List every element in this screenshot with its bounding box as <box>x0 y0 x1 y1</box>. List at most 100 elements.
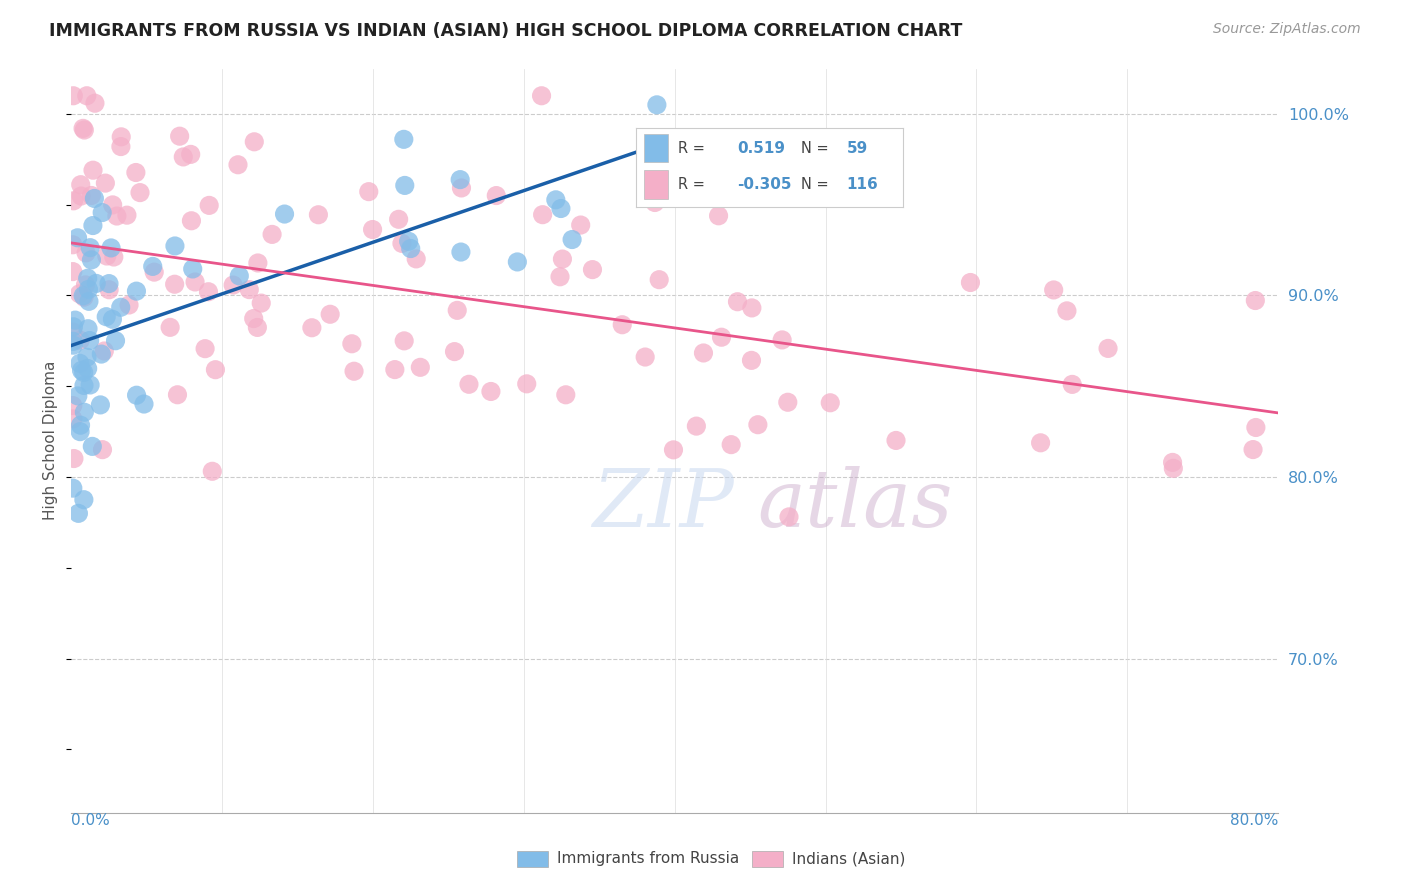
Point <box>1244 293 1267 308</box>
Point <box>561 233 583 247</box>
Point <box>569 218 592 232</box>
Point <box>197 285 219 299</box>
Point <box>66 389 89 403</box>
Y-axis label: High School Diploma: High School Diploma <box>44 361 58 520</box>
Point <box>63 313 86 327</box>
Point <box>110 139 132 153</box>
Text: 0.0%: 0.0% <box>72 813 110 828</box>
Point <box>63 451 86 466</box>
Point <box>172 150 194 164</box>
Text: 116: 116 <box>846 177 879 192</box>
Point <box>357 185 380 199</box>
Point <box>62 338 84 352</box>
Point <box>1062 377 1084 392</box>
Point <box>77 282 100 296</box>
Point <box>73 378 96 392</box>
Point <box>69 333 91 347</box>
Text: Immigrants from Russia: Immigrants from Russia <box>557 852 740 866</box>
Point <box>91 442 114 457</box>
Point <box>531 208 554 222</box>
Point <box>125 165 148 179</box>
Point <box>392 132 415 146</box>
Point <box>125 284 148 298</box>
Point <box>69 286 91 301</box>
Point <box>307 208 329 222</box>
Point <box>84 277 107 291</box>
Point <box>105 209 128 223</box>
Point <box>446 303 468 318</box>
Point <box>1244 420 1267 434</box>
Point <box>1042 283 1064 297</box>
Point <box>73 492 96 507</box>
Point <box>91 205 114 219</box>
Point <box>399 242 422 256</box>
Point <box>62 264 84 278</box>
Point <box>1097 342 1119 356</box>
Point <box>394 178 416 193</box>
Point <box>458 377 481 392</box>
Point <box>720 437 742 451</box>
Point <box>62 325 84 339</box>
Point <box>747 417 769 432</box>
Point <box>392 334 415 348</box>
Point <box>72 121 94 136</box>
Point <box>90 347 112 361</box>
Point <box>166 388 188 402</box>
Point <box>1029 435 1052 450</box>
Point <box>820 396 842 410</box>
Point <box>180 147 202 161</box>
Point <box>76 88 98 103</box>
Point <box>73 290 96 304</box>
Point <box>449 172 471 186</box>
Point <box>79 378 101 392</box>
Point <box>98 277 121 291</box>
Point <box>62 334 84 349</box>
Point <box>685 419 707 434</box>
Point <box>1161 455 1184 469</box>
Point <box>228 268 250 283</box>
Point <box>550 202 572 216</box>
Point <box>238 283 260 297</box>
Point <box>181 262 204 277</box>
Point <box>648 273 671 287</box>
Point <box>96 310 118 324</box>
Point <box>226 158 249 172</box>
Point <box>69 178 91 192</box>
Point <box>101 198 124 212</box>
Point <box>70 189 93 203</box>
Point <box>201 464 224 478</box>
Point <box>479 384 502 399</box>
Point <box>80 188 103 202</box>
Point <box>644 195 666 210</box>
Point <box>62 319 84 334</box>
Text: IMMIGRANTS FROM RUSSIA VS INDIAN (ASIAN) HIGH SCHOOL DIPLOMA CORRELATION CHART: IMMIGRANTS FROM RUSSIA VS INDIAN (ASIAN)… <box>49 22 963 40</box>
Point <box>776 395 799 409</box>
Point <box>1163 461 1185 475</box>
Text: ZIP: ZIP <box>592 466 734 543</box>
Point <box>73 366 96 380</box>
Point <box>62 237 84 252</box>
Point <box>1241 442 1264 457</box>
Point <box>82 439 104 453</box>
Text: 80.0%: 80.0% <box>1230 813 1278 828</box>
Point <box>115 208 138 222</box>
Point <box>70 363 93 377</box>
Point <box>82 219 104 233</box>
Point <box>301 320 323 334</box>
Point <box>405 252 427 266</box>
Point <box>450 245 472 260</box>
Point <box>1056 303 1078 318</box>
Point <box>101 312 124 326</box>
Point <box>77 294 100 309</box>
Point <box>159 320 181 334</box>
Point <box>409 360 432 375</box>
Point <box>204 362 226 376</box>
Point <box>319 307 342 321</box>
Point <box>77 322 100 336</box>
Text: R =: R = <box>678 141 706 156</box>
Point <box>184 275 207 289</box>
Point <box>62 412 84 426</box>
Point <box>83 191 105 205</box>
Text: 0.519: 0.519 <box>737 141 785 156</box>
Point <box>82 163 104 178</box>
